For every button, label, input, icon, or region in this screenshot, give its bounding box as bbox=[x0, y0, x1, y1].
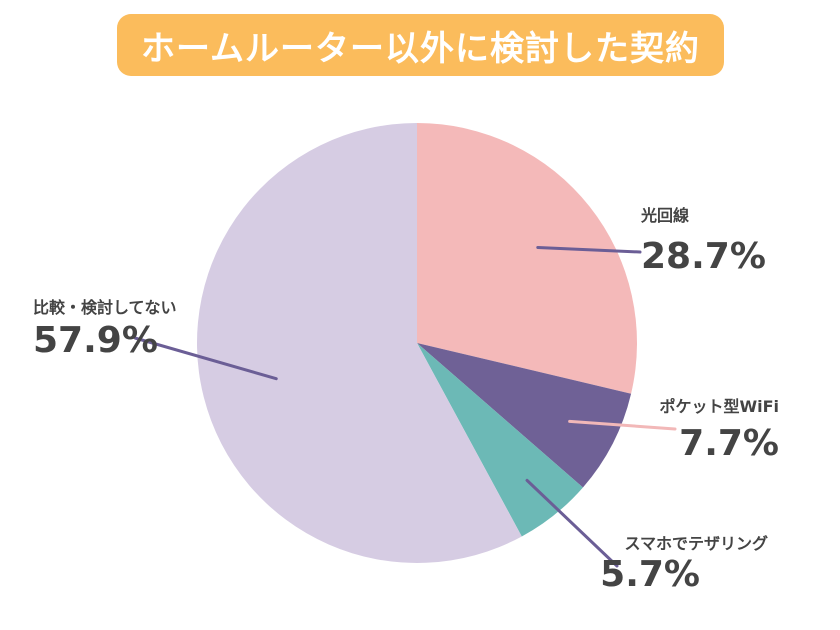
chart-title: ホームルーター以外に検討した契約 bbox=[141, 28, 700, 69]
slice-label-3: スマホでテザリング bbox=[624, 534, 768, 553]
slice-value-2: 7.7% bbox=[679, 423, 779, 464]
leader-line-2 bbox=[568, 419, 677, 431]
slice-value-4: 57.9% bbox=[33, 320, 158, 361]
slice-label-1: 光回線 bbox=[640, 206, 689, 225]
slice-3 bbox=[417, 343, 583, 537]
leader-line-1 bbox=[536, 245, 642, 254]
slice-4 bbox=[196, 123, 522, 563]
slice-value-3: 5.7% bbox=[600, 554, 700, 595]
slice-1 bbox=[417, 123, 637, 394]
leader-line-3 bbox=[525, 478, 619, 568]
leader-line-4 bbox=[133, 336, 278, 381]
slice-label-4: 比較・検討してない bbox=[33, 298, 177, 317]
slice-2 bbox=[417, 343, 632, 488]
slice-value-1: 28.7% bbox=[641, 236, 766, 277]
slice-label-2: ポケット型WiFi bbox=[659, 397, 779, 416]
title-badge: ホームルーター以外に検討した契約 bbox=[117, 14, 724, 76]
